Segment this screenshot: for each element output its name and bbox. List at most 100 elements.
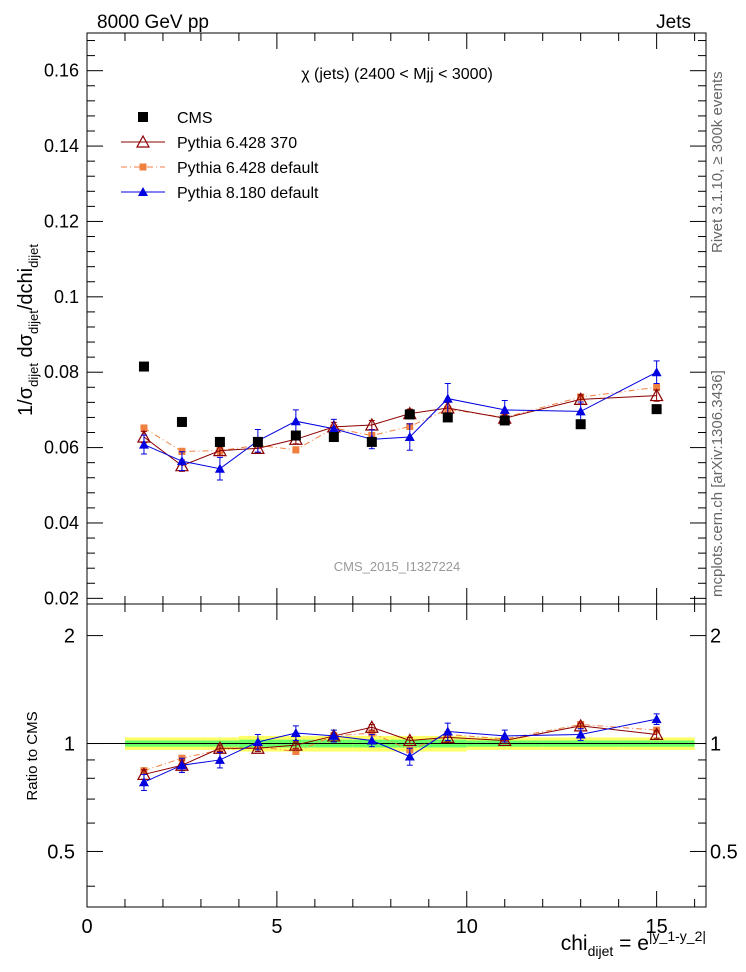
ratio-point-p8_default bbox=[366, 735, 377, 745]
main-point-cms bbox=[575, 419, 586, 430]
ratio-point-p8_default bbox=[651, 714, 662, 724]
ratio-xtick-label: 10 bbox=[456, 916, 478, 938]
ratio-panel: 0.5 0.5 1 1 2 2 0 5 10 15 bbox=[47, 603, 738, 938]
main-point-p8_default bbox=[651, 367, 662, 377]
ratio-ticks: 0.5 0.5 1 1 2 2 0 5 10 15 bbox=[47, 604, 738, 938]
ratio-point-p6_default bbox=[292, 748, 300, 756]
ratio-line-p6_default bbox=[143, 723, 657, 772]
ratio-point-p6_370 bbox=[649, 727, 664, 741]
rivet-label: Rivet 3.1.10, ≥ 300k events bbox=[709, 71, 726, 253]
main-ytick-label: 0.08 bbox=[44, 362, 79, 382]
main-point-cms bbox=[366, 436, 377, 447]
legend-marker-p8_default bbox=[138, 187, 148, 196]
main-line-p8_default bbox=[143, 371, 657, 470]
legend-label-p6_default: Pythia 6.428 default bbox=[177, 160, 319, 177]
ratio-point-p8_default bbox=[499, 730, 510, 740]
ratio-point-p6_370 bbox=[402, 733, 417, 747]
xlabel-part-b: dijet bbox=[588, 943, 614, 959]
ratio-point-p8_default bbox=[328, 730, 339, 740]
main-point-p8_default bbox=[328, 423, 339, 433]
legend-label-p6_370: Pythia 6.428 370 bbox=[177, 135, 297, 152]
ratio-point-p6_370 bbox=[364, 720, 379, 733]
main-point-p6_370 bbox=[250, 441, 265, 454]
ratio-point-p8_default bbox=[442, 726, 453, 736]
xlabel-part-d: |y_1-y_2| bbox=[649, 928, 706, 944]
main-point-cms bbox=[138, 361, 149, 372]
main-point-p8_default bbox=[575, 406, 586, 416]
ratio-point-p8_default bbox=[252, 736, 263, 746]
main-point-cms bbox=[214, 436, 225, 447]
ratio-frame bbox=[86, 603, 707, 908]
ratio-ytick-label-left: 1 bbox=[64, 734, 75, 756]
main-ytick-label: 0.12 bbox=[44, 211, 79, 231]
ratio-point-p6_default bbox=[368, 729, 376, 737]
main-point-p8_default bbox=[138, 439, 149, 449]
main-point-p6_default bbox=[653, 383, 661, 391]
main-point-p8_default bbox=[290, 416, 301, 426]
ratio-ytick-label-left: 0.5 bbox=[47, 841, 75, 863]
process-label: Jets bbox=[656, 12, 691, 33]
main-point-cms bbox=[404, 409, 415, 420]
main-panel: 0.02 0.04 0.06 0.08 0.1 0.12 0.14 0.16 χ (jets)… bbox=[44, 32, 707, 608]
main-point-p8_default bbox=[214, 463, 225, 473]
main-point-p8_default bbox=[404, 432, 415, 442]
plot-title: χ (jets) (2400 < Mjj < 3000) bbox=[301, 66, 493, 83]
ratio-point-p6_370 bbox=[440, 730, 455, 744]
main-ytick-label: 0.06 bbox=[44, 438, 79, 458]
ratio-xtick-label: 0 bbox=[81, 916, 92, 938]
ratio-point-p6_370 bbox=[288, 737, 303, 751]
ratio-point-p6_370 bbox=[250, 741, 265, 754]
legend-marker-p6_default bbox=[139, 163, 147, 171]
main-point-p6_370 bbox=[212, 443, 227, 457]
main-point-cms bbox=[252, 436, 263, 447]
legend-label-p8_default: Pythia 8.180 default bbox=[177, 185, 319, 202]
xlabel-part-c: = e bbox=[613, 932, 649, 955]
main-point-cms bbox=[499, 415, 510, 426]
ratio-y-axis-label: Ratio to CMS bbox=[24, 711, 41, 800]
main-point-p6_default bbox=[140, 424, 148, 432]
analysis-watermark: CMS_2015_I1327224 bbox=[334, 559, 461, 574]
xlabel-part-a: chi bbox=[561, 932, 588, 955]
main-series bbox=[136, 360, 664, 481]
x-axis-label: chidijet = e|y_1-y_2| bbox=[561, 928, 706, 959]
main-point-p8_default bbox=[499, 404, 510, 414]
legend-marker-p6_370 bbox=[135, 134, 151, 148]
main-point-cms bbox=[176, 416, 187, 427]
ratio-xtick-label: 5 bbox=[271, 916, 282, 938]
ylabel-part-f: dijet bbox=[26, 244, 41, 268]
main-ytick-label: 0.14 bbox=[44, 136, 79, 156]
main-y-axis-label: 1/σdijet dσdijet/dchidijet bbox=[15, 244, 41, 416]
main-point-cms bbox=[442, 412, 453, 423]
main-point-cms bbox=[328, 432, 339, 443]
ratio-xtick-label: 15 bbox=[646, 916, 668, 938]
main-point-p8_default bbox=[176, 456, 187, 466]
ratio-point-p8_default bbox=[214, 754, 225, 764]
legend-marker-cms bbox=[138, 112, 148, 122]
legend: CMS Pythia 6.428 370 Pythia 6.428 default P… bbox=[121, 110, 319, 202]
ylabel-part-c: dσ bbox=[15, 333, 37, 363]
main-ytick-label: 0.02 bbox=[44, 588, 79, 608]
legend-label-cms: CMS bbox=[177, 110, 213, 127]
main-ytick-label: 0.16 bbox=[44, 61, 79, 81]
main-point-p6_default bbox=[292, 446, 300, 454]
ratio-point-p8_default bbox=[138, 777, 149, 787]
main-point-p6_370 bbox=[649, 388, 664, 402]
main-line-p6_default bbox=[143, 386, 657, 452]
ylabel-part-e: /dchi bbox=[15, 268, 37, 310]
mcplots-label: mcplots.cern.ch [arXiv:1306.3436] bbox=[709, 370, 726, 597]
ratio-point-p6_default bbox=[653, 726, 661, 734]
ratio-point-p8_default bbox=[290, 727, 301, 737]
ratio-ytick-label-right: 2 bbox=[710, 626, 721, 648]
main-ticks: 0.02 0.04 0.06 0.08 0.1 0.12 0.14 0.16 bbox=[44, 33, 706, 608]
main-point-p8_default bbox=[442, 393, 453, 403]
main-point-cms bbox=[290, 430, 301, 441]
ratio-ytick-label-right: 1 bbox=[710, 734, 721, 756]
energy-label: 8000 GeV pp bbox=[97, 12, 209, 33]
ylabel-part-d: dijet bbox=[26, 310, 41, 334]
main-point-cms bbox=[651, 404, 662, 415]
main-ytick-label: 0.04 bbox=[44, 513, 79, 533]
ratio-line-p6_370 bbox=[143, 725, 657, 775]
ratio-ytick-label-right: 0.5 bbox=[710, 841, 738, 863]
ratio-point-p8_default bbox=[575, 729, 586, 739]
